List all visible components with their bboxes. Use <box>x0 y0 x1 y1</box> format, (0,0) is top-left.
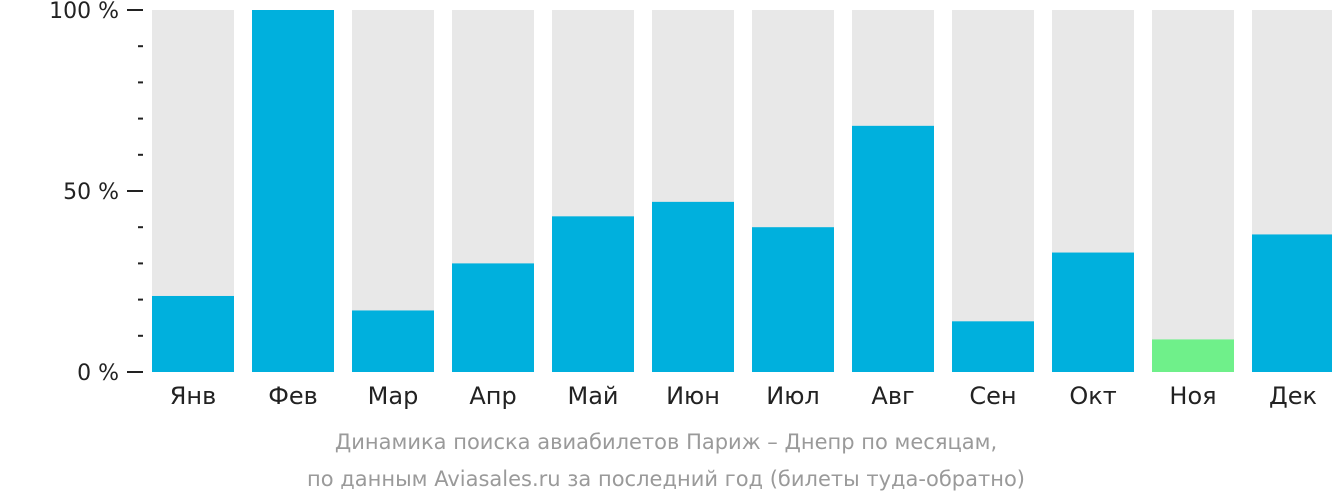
bar-Фев <box>252 10 334 372</box>
x-tick-label: Июл <box>766 382 820 410</box>
x-axis: Янв Фев Мар Апр Май Июн Июл Авг Сен Окт Ноя Дек <box>170 382 1317 410</box>
bar-background <box>952 10 1034 372</box>
x-tick-label: Окт <box>1069 382 1116 410</box>
chart-caption-line-2: по данным Aviasales.ru за последний год … <box>307 467 1025 491</box>
x-tick-label: Июн <box>666 382 720 410</box>
bar-Окт <box>1052 252 1134 372</box>
x-tick-label: Дек <box>1269 382 1317 410</box>
bar-Апр <box>452 263 534 372</box>
y-tick-label: 50 % <box>63 180 119 205</box>
bar-Дек <box>1252 234 1332 372</box>
x-tick-label: Мар <box>368 382 419 410</box>
x-tick-label: Фев <box>268 382 318 410</box>
bar-Янв <box>152 295 234 372</box>
bar-Июл <box>752 227 834 372</box>
bars <box>152 10 1332 372</box>
bar-Май <box>552 216 634 372</box>
y-axis: 0 % 50 % 100 % <box>49 0 143 386</box>
x-tick-label: Апр <box>469 382 516 410</box>
bar-Июн <box>652 201 734 372</box>
x-tick-label: Авг <box>871 382 914 410</box>
x-tick-label: Янв <box>170 382 217 410</box>
y-tick-label: 0 % <box>77 361 119 386</box>
bar-Мар <box>352 310 434 372</box>
bar-Авг <box>852 125 934 372</box>
bar-Ноя <box>1152 339 1234 372</box>
x-tick-label: Ноя <box>1169 382 1216 410</box>
chart-caption-line-1: Динамика поиска авиабилетов Париж – Днеп… <box>334 430 998 454</box>
x-tick-label: Сен <box>969 382 1016 410</box>
bar-Сен <box>952 321 1034 372</box>
x-tick-label: Май <box>567 382 618 410</box>
bar-background <box>1152 10 1234 372</box>
y-tick-label: 100 % <box>49 0 119 24</box>
